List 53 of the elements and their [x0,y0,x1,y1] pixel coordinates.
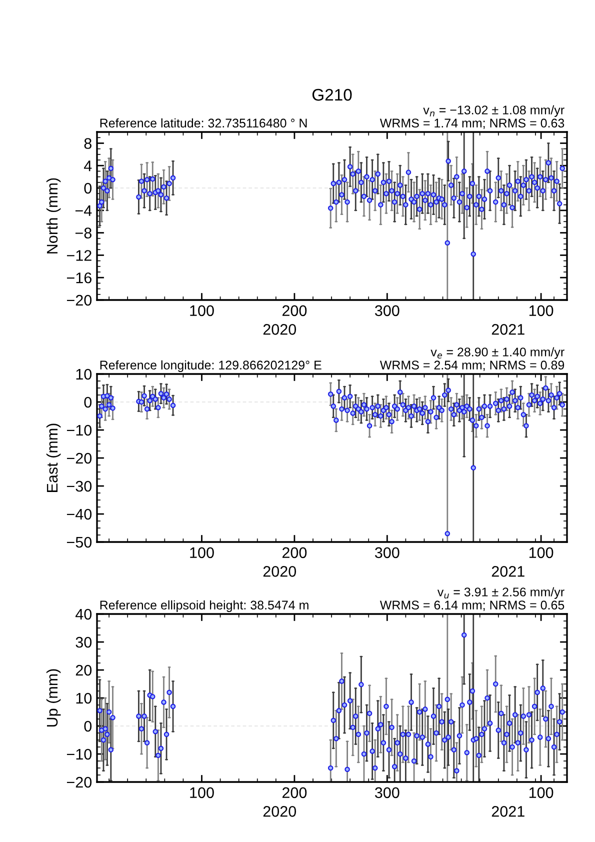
text: v$_{n}$ = −13.02 ± 1.08 mm/yr [423,105,564,117]
y-tick-label: −10 [66,748,92,760]
text: WRMS = 2.54 mm; NRMS = 0.89 [380,360,564,372]
x-tick-label: 100 [190,787,214,798]
text: WRMS = 1.74 mm; NRMS = 0.63 [380,118,564,130]
text: v$_{u}$ = 3.91 ± 2.56 mm/yr [437,587,564,599]
y-tick-label: −16 [66,272,92,284]
x-tick-label: 300 [374,787,400,798]
y-axis-title: East (mm) [46,424,61,492]
y-tick-label: 20 [76,664,92,676]
chart-subtitle: Reference latitude: 32.735116480 ° N [100,118,307,128]
x-tick-label: 200 [282,787,307,798]
text: 2020 [263,324,296,335]
y-tick-label: −50 [66,536,92,548]
text: v$_{e}$ = 28.90 ± 1.40 mm/yr [430,347,564,359]
x-tick-label: 100 [190,547,214,558]
text: 2020 [263,566,296,577]
y-tick-label: −10 [66,424,92,436]
y-tick-label: −40 [66,508,92,520]
y-tick-label: 8 [84,138,92,149]
chart-title: G210 [312,88,352,101]
text: 2021 [492,806,524,817]
y-tick-label: 0 [84,720,92,732]
x-tick-label: 100 [529,547,554,558]
y-tick-label: 0 [84,182,92,194]
y-axis-title: North (mm) [46,178,61,254]
y-tick-label: −8 [75,228,92,238]
y-tick-label: −12 [66,250,92,261]
text: 2020 [263,806,296,817]
chart-subtitle: Reference ellipsoid height: 38.5474 m [100,600,308,612]
x-tick-label: 200 [282,305,307,316]
chart-subtitle: Reference longitude: 129.866202129° E [100,360,322,372]
y-tick-label: −4 [75,205,92,216]
y-tick-label: 4 [84,160,92,172]
y-tick-label: −20 [66,776,92,788]
text: 2021 [492,566,524,577]
y-axis-title: Up (mm) [46,669,61,727]
y-tick-label: −20 [66,452,92,464]
y-tick-label: 10 [76,368,92,380]
x-tick-label: 200 [282,547,307,558]
y-tick-label: 0 [84,396,92,408]
text: 2021 [492,324,524,335]
y-tick-label: −30 [66,480,92,492]
x-tick-label: 300 [374,305,400,316]
y-tick-label: 30 [76,636,92,648]
y-tick-label: 40 [76,608,92,620]
x-tick-label: 100 [529,305,554,316]
y-tick-label: 10 [76,692,92,704]
x-tick-label: 300 [374,547,400,558]
y-tick-label: −20 [66,294,92,306]
text: WRMS = 6.14 mm; NRMS = 0.65 [380,600,564,612]
x-tick-label: 100 [190,305,214,316]
x-tick-label: 100 [529,787,554,798]
